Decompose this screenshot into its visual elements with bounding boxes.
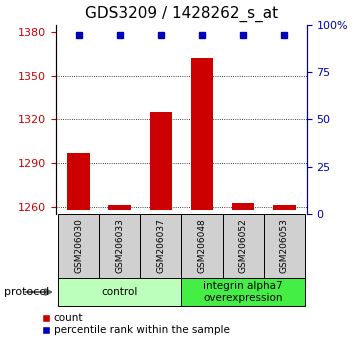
Bar (149, 112, 172, 210)
Text: GSM206030: GSM206030 (74, 218, 83, 274)
Text: control: control (101, 287, 138, 297)
Text: GSM206053: GSM206053 (280, 218, 289, 274)
Title: GDS3209 / 1428262_s_at: GDS3209 / 1428262_s_at (85, 6, 278, 22)
Bar (140, 214, 182, 278)
Bar (182, 214, 222, 278)
Text: GSM206033: GSM206033 (115, 218, 124, 274)
Bar (99, 214, 140, 278)
Bar (182, 278, 305, 306)
Bar (58, 214, 99, 278)
Bar (191, 58, 213, 210)
Text: GSM206052: GSM206052 (239, 219, 248, 273)
Bar (222, 214, 264, 278)
Bar (273, 205, 296, 210)
Text: integrin alpha7
overexpression: integrin alpha7 overexpression (203, 281, 283, 303)
Legend: count, percentile rank within the sample: count, percentile rank within the sample (43, 313, 229, 335)
Bar (108, 205, 131, 210)
Text: GSM206048: GSM206048 (197, 219, 206, 273)
Bar (67, 153, 90, 210)
Text: protocol: protocol (4, 287, 49, 297)
Bar (232, 202, 255, 210)
Bar (264, 214, 305, 278)
Bar (58, 278, 182, 306)
Text: GSM206037: GSM206037 (156, 218, 165, 274)
